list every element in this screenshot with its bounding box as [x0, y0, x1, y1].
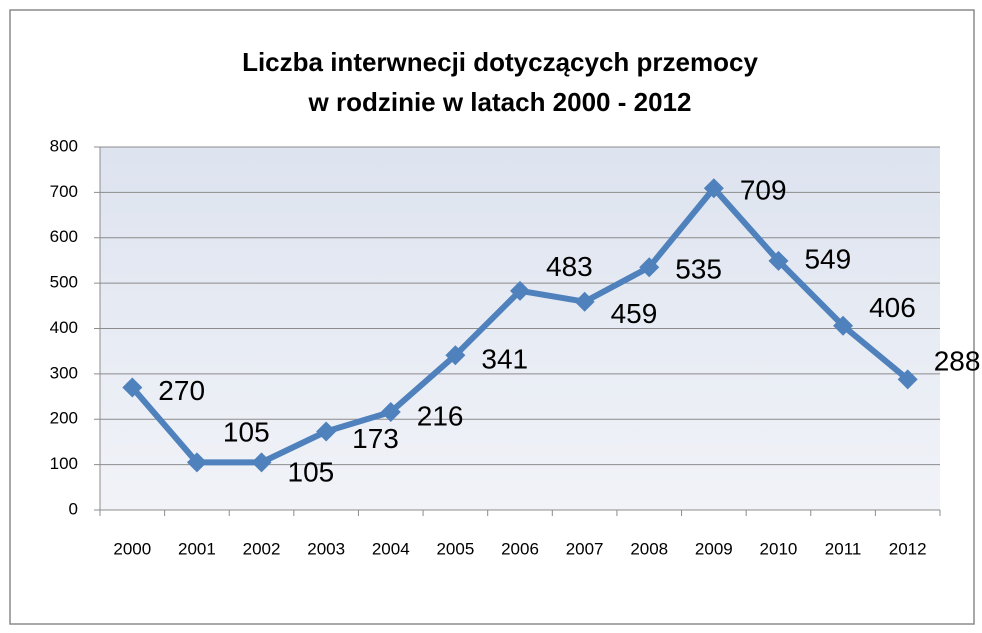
chart-title: w rodzinie w latach 2000 - 2012 [308, 87, 692, 117]
data-point [251, 452, 272, 473]
data-label: 459 [611, 298, 658, 329]
data-label: 105 [223, 417, 270, 448]
data-point [574, 291, 595, 312]
x-tick-label: 2011 [825, 539, 862, 558]
y-tick-label: 0 [69, 499, 78, 518]
x-tick-label: 2012 [889, 539, 927, 558]
data-label: 483 [546, 251, 593, 282]
y-tick-label: 100 [50, 454, 78, 473]
data-label: 105 [288, 457, 335, 488]
x-tick-label: 2001 [178, 539, 216, 558]
y-tick-label: 800 [50, 136, 78, 155]
data-label: 270 [158, 375, 205, 406]
data-point [703, 178, 724, 199]
data-point [768, 250, 789, 271]
data-point [833, 315, 854, 336]
data-label: 535 [675, 254, 722, 285]
data-label: 216 [417, 400, 464, 431]
y-tick-label: 500 [50, 273, 78, 292]
x-tick-label: 2010 [760, 539, 798, 558]
data-point [316, 421, 337, 442]
data-point [510, 280, 530, 301]
data-point [445, 345, 466, 366]
data-point [186, 452, 207, 473]
data-label: 341 [481, 344, 528, 375]
data-point [639, 257, 660, 278]
data-label: 173 [352, 423, 399, 454]
y-tick-label: 300 [50, 363, 78, 382]
data-label: 549 [804, 243, 851, 274]
x-tick-label: 2003 [307, 539, 345, 558]
data-label: 406 [869, 292, 916, 323]
x-tick-label: 2008 [630, 539, 668, 558]
x-tick-label: 2000 [113, 539, 151, 558]
x-tick-label: 2004 [372, 539, 410, 558]
data-point [122, 377, 143, 398]
chart-title: Liczba interwnecji dotyczących przemocy [242, 47, 758, 77]
y-tick-label: 600 [50, 227, 78, 246]
data-point [380, 401, 401, 422]
y-tick-label: 700 [50, 182, 78, 201]
x-tick-label: 2009 [695, 539, 733, 558]
x-tick-label: 2006 [501, 539, 539, 558]
data-label: 709 [740, 175, 787, 206]
data-point [897, 369, 918, 390]
x-tick-label: 2007 [566, 539, 604, 558]
y-tick-label: 400 [50, 318, 78, 337]
x-tick-label: 2002 [243, 539, 281, 558]
y-tick-label: 200 [50, 409, 78, 428]
data-label: 288 [934, 346, 981, 377]
x-tick-label: 2005 [436, 539, 474, 558]
